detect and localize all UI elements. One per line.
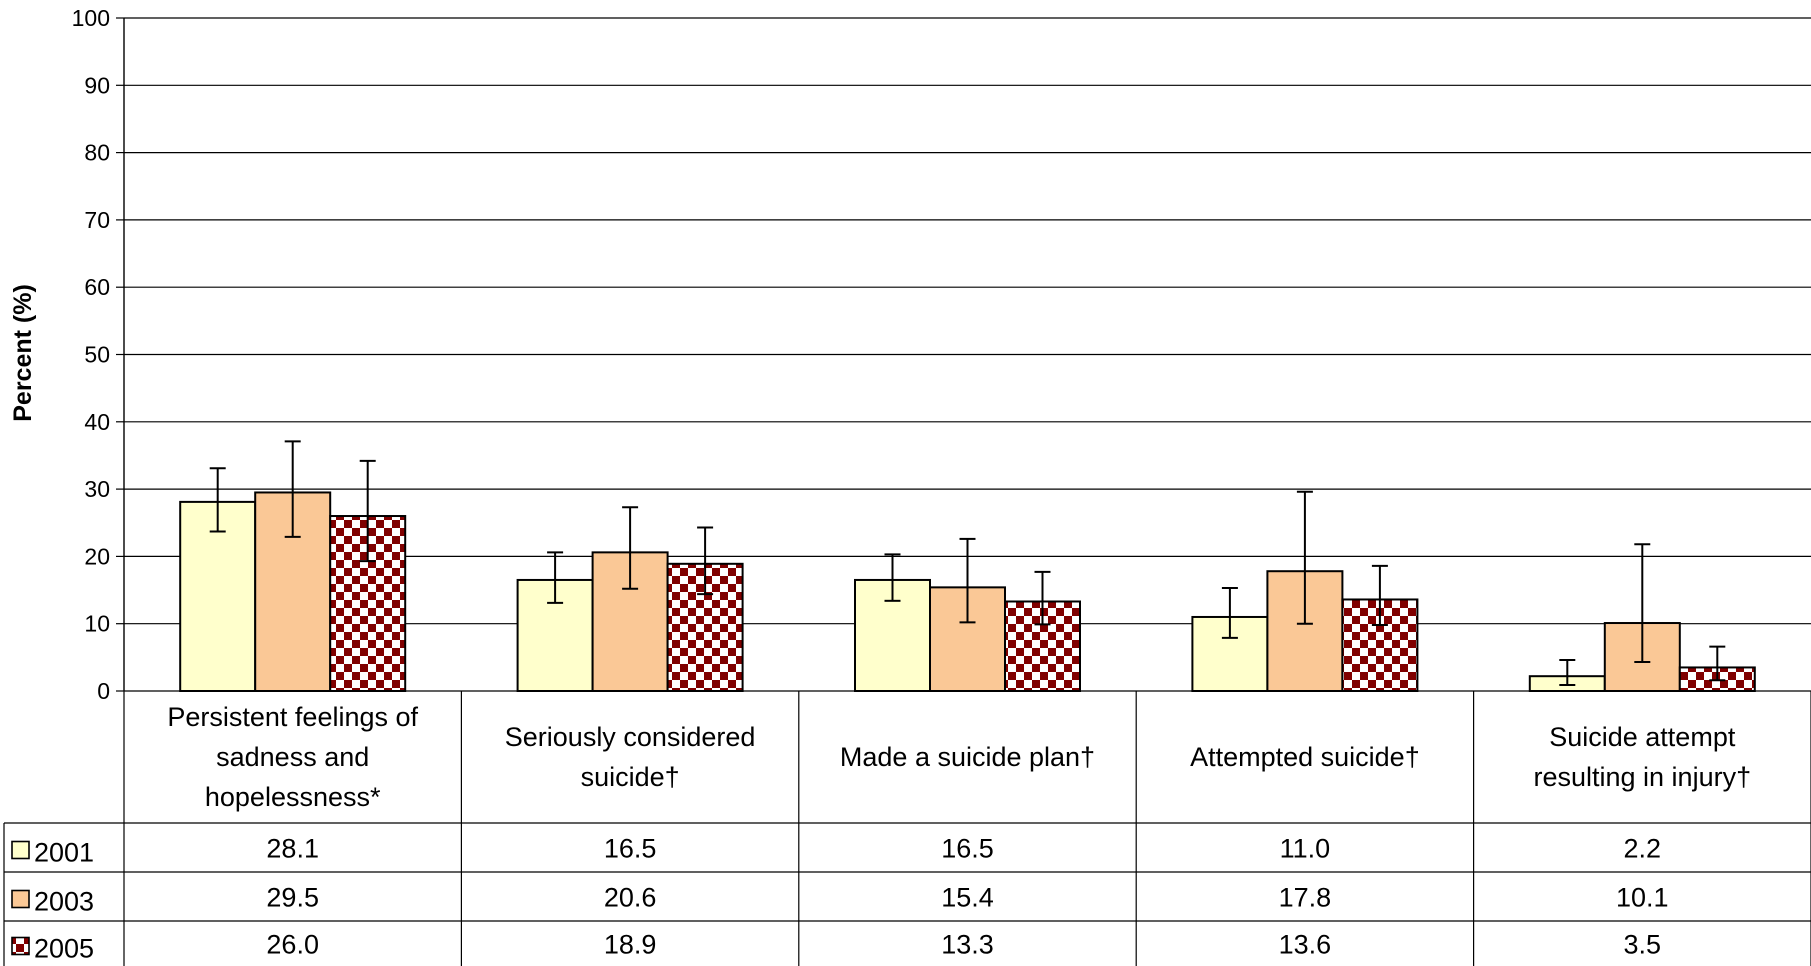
data-value: 16.5 <box>604 834 657 864</box>
category-label: Suicide attempt <box>1549 722 1736 752</box>
y-tick-label: 0 <box>97 678 110 704</box>
category-label: Persistent feelings of <box>167 702 418 732</box>
bar-2001 <box>179 500 257 692</box>
data-value: 28.1 <box>266 834 319 864</box>
data-value: 17.8 <box>1279 883 1332 913</box>
y-tick-label: 50 <box>84 342 110 368</box>
category-label: Seriously considered <box>505 722 756 752</box>
y-tick-label: 20 <box>84 543 110 569</box>
data-value: 18.9 <box>604 930 657 960</box>
y-axis-label: Percent (%) <box>9 284 37 422</box>
category-label: hopelessness* <box>205 782 381 812</box>
bar-2005 <box>666 562 744 692</box>
category-label: sadness and <box>216 742 369 772</box>
bar-2003 <box>929 586 1006 692</box>
legend-label: 2005 <box>34 934 94 964</box>
data-value: 2.2 <box>1624 834 1662 864</box>
y-tick-label: 70 <box>84 207 110 233</box>
data-value: 3.5 <box>1624 930 1662 960</box>
data-value: 26.0 <box>266 930 319 960</box>
data-value: 20.6 <box>604 883 657 913</box>
y-tick-label: 60 <box>84 274 110 300</box>
legend-key-2005 <box>11 936 30 956</box>
legend-label: 2003 <box>34 887 94 917</box>
error-bars <box>209 440 1726 686</box>
category-label: Made a suicide plan† <box>840 742 1095 772</box>
y-tick-label: 80 <box>84 140 110 166</box>
y-tick-label: 10 <box>84 611 110 637</box>
bars <box>179 491 1756 693</box>
y-tick-label: 40 <box>84 409 110 435</box>
legend-key-2003 <box>11 889 30 909</box>
data-table: Persistent feelings of sadness and hopeles… <box>3 691 1811 966</box>
y-tick-label: 100 <box>72 5 110 31</box>
y-axis-ticks: 0 10 20 30 40 50 60 70 80 90 100 <box>72 5 125 704</box>
data-value: 29.5 <box>266 883 319 913</box>
legend-label: 2001 <box>34 838 94 868</box>
data-value: 13.3 <box>941 930 994 960</box>
category-label: resulting in injury† <box>1533 762 1751 792</box>
category-label: suicide† <box>581 762 680 792</box>
data-value: 11.0 <box>1280 834 1331 864</box>
data-value: 10.1 <box>1616 883 1669 913</box>
data-value: 15.4 <box>941 883 994 913</box>
legend-key-2001 <box>11 840 30 860</box>
data-value: 16.5 <box>941 834 994 864</box>
y-tick-label: 90 <box>84 72 110 98</box>
y-tick-label: 30 <box>84 476 110 502</box>
category-label: Attempted suicide† <box>1190 742 1420 772</box>
data-value: 13.6 <box>1279 930 1332 960</box>
